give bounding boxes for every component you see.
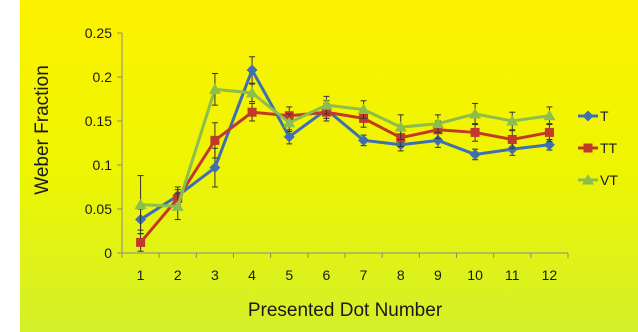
data-point-vt xyxy=(357,103,370,115)
data-point-t xyxy=(283,131,295,143)
chart-background-white-strip xyxy=(0,0,20,332)
legend-label: TT xyxy=(600,140,618,156)
data-point-tt xyxy=(136,237,146,247)
data-point-vt xyxy=(431,117,444,129)
data-point-t xyxy=(358,134,370,146)
legend-swatch-marker xyxy=(582,174,594,185)
series-vt xyxy=(134,72,556,235)
legend-swatch-marker xyxy=(583,143,593,153)
y-tick-label: 0.25 xyxy=(85,25,112,41)
series-line-tt xyxy=(139,110,550,244)
x-axis-title: Presented Dot Number xyxy=(248,300,443,321)
y-axis-title: Weber Fraction xyxy=(32,65,53,195)
series-layer xyxy=(134,56,556,252)
data-point-vt xyxy=(543,109,556,121)
data-point-tt xyxy=(544,127,554,137)
data-point-t xyxy=(246,64,258,76)
y-tick-label: 0 xyxy=(104,245,112,261)
y-tick-label: 0.05 xyxy=(85,201,112,217)
data-point-tt xyxy=(210,135,220,145)
series-line-vt xyxy=(140,87,550,208)
y-tick-label: 0.2 xyxy=(93,69,113,85)
data-point-tt xyxy=(470,127,480,137)
x-tick-label: 10 xyxy=(467,267,483,283)
data-point-t xyxy=(469,148,481,160)
data-point-tt xyxy=(247,107,257,117)
data-point-vt xyxy=(394,121,407,132)
data-point-vt xyxy=(283,116,296,128)
axes-layer: 00.050.10.150.20.251 2 3 4 5 6 7 8 9 10 11 12 xyxy=(85,25,569,283)
legend-item-tt: TT xyxy=(578,140,618,156)
data-point-t xyxy=(506,143,518,155)
data-point-vt xyxy=(171,200,184,211)
x-tick-label: 7 xyxy=(360,267,368,283)
y-tick-label: 0.1 xyxy=(93,157,113,173)
data-point-vt xyxy=(134,198,147,210)
x-tick-label: 11 xyxy=(505,267,520,283)
data-point-vt xyxy=(246,86,259,98)
x-tick-label: 9 xyxy=(434,267,442,283)
x-tick-label: 1 xyxy=(137,267,145,283)
x-tick-label: 4 xyxy=(248,267,256,283)
x-tick-label: 2 xyxy=(174,267,182,283)
x-tick-label: 3 xyxy=(211,267,219,283)
legend-swatch-marker xyxy=(582,110,594,122)
data-point-tt xyxy=(507,134,517,144)
data-point-vt xyxy=(320,99,333,110)
data-point-t xyxy=(209,162,221,174)
x-tick-label: 8 xyxy=(397,267,405,283)
x-tick-label: 12 xyxy=(542,267,558,283)
legend-label: VT xyxy=(600,172,618,188)
data-point-vt xyxy=(506,115,519,126)
x-tick-label: 6 xyxy=(323,267,331,283)
x-tick-label: 5 xyxy=(285,267,293,283)
legend-item-vt: VT xyxy=(578,172,618,188)
legend-item-t: T xyxy=(578,108,609,124)
series-line-t xyxy=(139,66,550,221)
data-point-vt xyxy=(208,83,221,94)
data-point-vt xyxy=(469,107,482,119)
data-point-t xyxy=(432,134,444,146)
y-tick-label: 0.15 xyxy=(85,113,112,129)
data-point-t xyxy=(543,139,555,151)
legend-label: T xyxy=(600,108,609,124)
